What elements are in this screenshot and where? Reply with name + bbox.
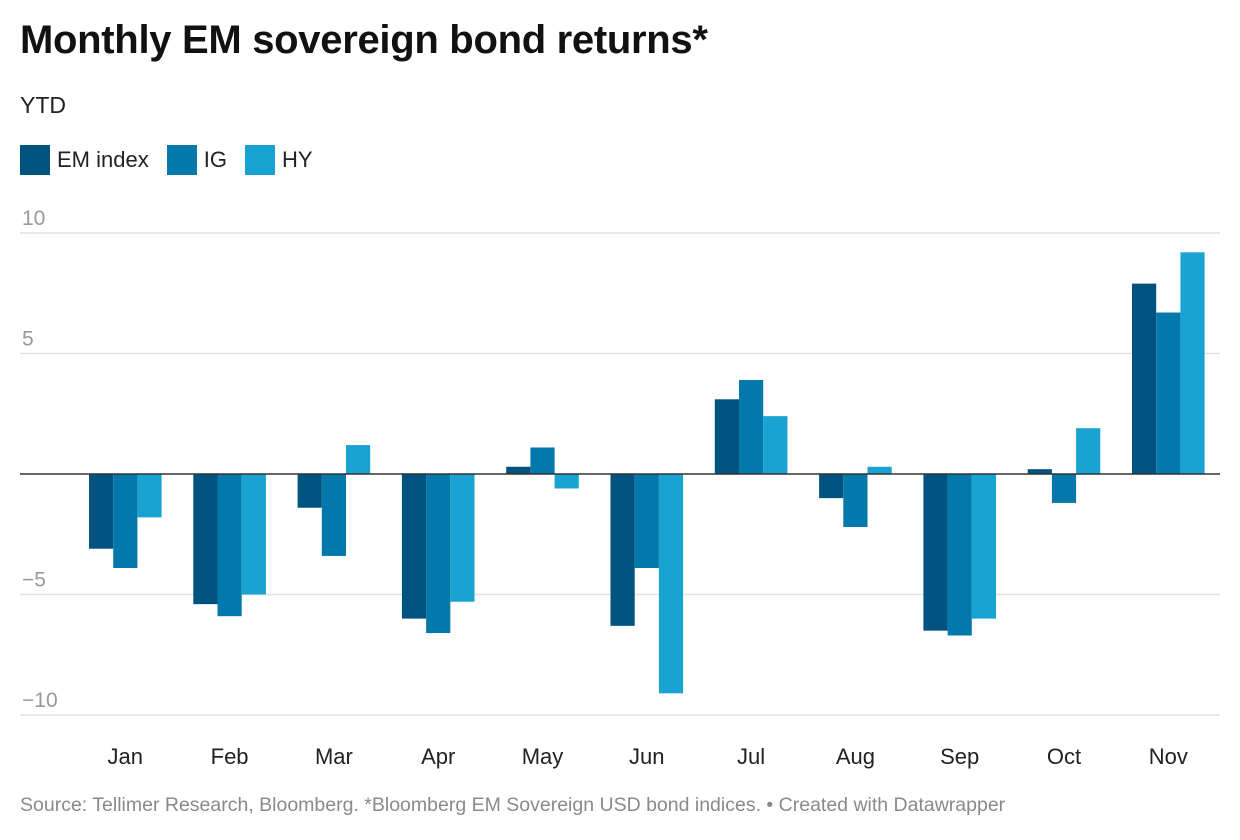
legend-label: IG [203,147,227,172]
bar-hy-mar [346,445,371,474]
bar-em-index-sep [923,474,948,631]
y-tick-label: −10 [22,689,58,712]
x-tick-label: Oct [1047,744,1081,769]
x-tick-label: Nov [1149,744,1188,769]
bar-ig-apr [426,474,451,634]
y-axis-ticks: 10 5 −5 −10 [22,207,58,712]
x-tick-label: May [522,744,564,769]
bar-ig-feb [217,474,242,617]
bar-hy-feb [241,474,266,595]
bar-em-index-jun [610,474,635,626]
bar-em-index-may [506,466,531,474]
legend-item-em-index: EM index [20,145,149,175]
x-tick-label: Apr [421,744,455,769]
legend-swatch [166,145,197,175]
bar-hy-jun [658,474,684,694]
bar-em-index-aug [819,474,844,499]
bar-ig-may [530,447,555,474]
bar-ig-jul [739,380,764,474]
x-tick-label: Mar [315,744,353,769]
legend-label: EM index [57,147,149,172]
y-tick-label: 10 [22,207,45,230]
bar-em-index-apr [401,474,427,619]
bar-hy-oct [1076,428,1101,474]
bar-ig-oct [1051,474,1077,503]
bar-hy-apr [450,474,475,602]
legend-label: HY [281,147,313,172]
x-tick-label: Aug [836,744,875,769]
bar-em-index-mar [297,474,322,508]
y-tick-label: 5 [22,328,34,351]
legend-item-hy: HY [244,145,313,175]
bar-hy-nov [1180,252,1205,474]
bar-ig-aug [843,474,868,528]
bar-hy-jul [763,416,788,474]
chart-title: Monthly EM sovereign bond returns* [20,18,708,62]
legend-swatch [20,145,50,175]
bar-em-index-jul [714,399,739,474]
x-tick-label: Sep [940,744,979,769]
legend: EM index IG HY [20,145,331,175]
x-axis-labels: Jan Feb Mar Apr May Jun Jul Aug Sep Oct Nov [108,744,1188,769]
chart-subtitle: YTD [20,92,66,118]
legend-swatch [244,145,275,175]
bar-hy-aug [867,466,892,474]
bar-hy-may [554,474,579,489]
x-tick-label: Feb [211,744,249,769]
bars [89,252,1205,694]
bar-ig-jan [113,474,138,568]
bar-em-index-nov [1132,283,1157,474]
source-note: Source: Tellimer Research, Bloomberg. *B… [20,794,1006,816]
y-tick-label: −5 [22,569,46,592]
bar-ig-jun [634,474,659,568]
bar-ig-sep [947,474,972,636]
bar-em-index-feb [193,474,218,605]
x-tick-label: Jan [108,744,143,769]
legend-item-ig: IG [166,145,227,175]
bar-ig-mar [321,474,346,556]
bar-em-index-jan [89,474,114,549]
bar-ig-nov [1156,312,1181,474]
bar-em-index-oct [1027,469,1052,474]
bar-hy-sep [971,474,996,619]
bar-hy-jan [137,474,162,518]
x-tick-label: Jun [629,744,664,769]
x-tick-label: Jul [737,744,765,769]
